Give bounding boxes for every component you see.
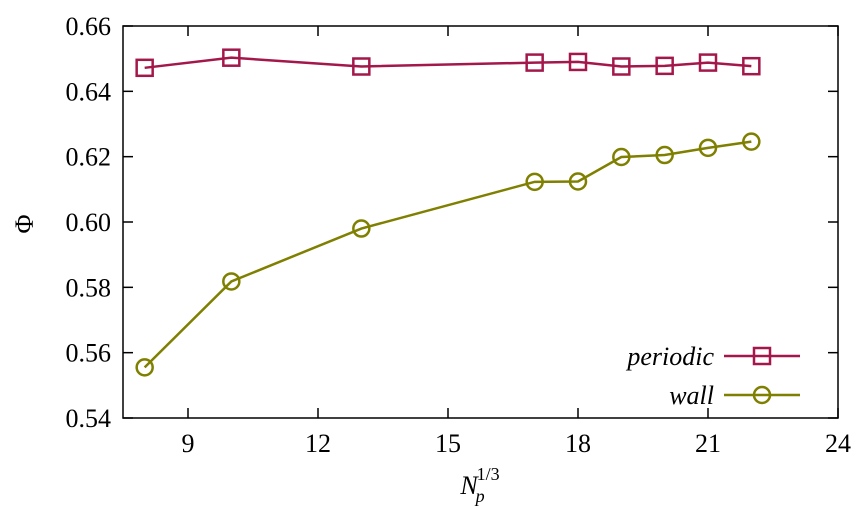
x-axis-label: Np1/3 <box>459 464 499 506</box>
plot-frame <box>122 25 839 419</box>
data-point-wall <box>525 172 544 192</box>
y-tick-label: 0.62 <box>66 143 112 172</box>
y-tick-label: 0.66 <box>66 12 112 41</box>
y-axis-label: Φ <box>10 214 39 233</box>
data-point-periodic <box>612 57 631 76</box>
data-point-wall <box>222 272 241 291</box>
x-tick-label: 12 <box>305 429 331 458</box>
y-tick-label: 0.56 <box>66 339 112 368</box>
x-tick-label: 21 <box>695 429 721 458</box>
y-tick-label: 0.54 <box>66 404 112 433</box>
data-point-periodic <box>135 58 154 78</box>
legend-marker-periodic <box>752 346 772 366</box>
data-point-periodic <box>568 52 588 72</box>
data-point-wall <box>612 147 631 167</box>
data-point-wall <box>135 358 154 377</box>
data-point-periodic <box>525 53 544 72</box>
x-tick-label: 24 <box>825 429 851 458</box>
legend: periodic wall <box>625 342 800 410</box>
x-axis-label-part: N <box>459 471 479 500</box>
legend-label-periodic: periodic <box>625 342 714 371</box>
x-tick-label: 18 <box>565 429 591 458</box>
axes: 9 12 15 18 21 24 0.54 0.56 0.58 0.60 0.62 0.64 0.66 <box>66 12 852 458</box>
y-tick-label: 0.64 <box>66 77 112 106</box>
data-point-wall <box>742 132 761 151</box>
legend-label-wall: wall <box>669 381 714 410</box>
data-point-periodic <box>655 56 674 76</box>
series-line-wall <box>143 140 752 369</box>
data-point-wall <box>698 138 718 158</box>
x-axis-label-part: p <box>474 486 485 506</box>
data-point-wall <box>568 172 588 191</box>
series-wall <box>135 132 761 377</box>
data-point-periodic <box>742 56 761 76</box>
data-point-periodic <box>698 53 718 72</box>
data-point-wall <box>655 145 674 165</box>
series-layer <box>135 48 761 377</box>
data-point-periodic <box>222 48 241 67</box>
y-tick-label: 0.60 <box>66 208 112 237</box>
series-line-periodic <box>144 56 752 70</box>
y-tick-label: 0.58 <box>66 273 112 302</box>
x-tick-label: 15 <box>435 429 461 458</box>
series-periodic <box>135 48 761 78</box>
x-tick-label: 9 <box>182 429 195 458</box>
legend-marker-wall <box>752 385 772 405</box>
x-axis-label-part: 1/3 <box>477 464 500 484</box>
data-point-periodic <box>352 57 371 76</box>
data-point-wall <box>352 219 371 238</box>
axis-labels: Φ Np1/3 <box>10 214 500 506</box>
